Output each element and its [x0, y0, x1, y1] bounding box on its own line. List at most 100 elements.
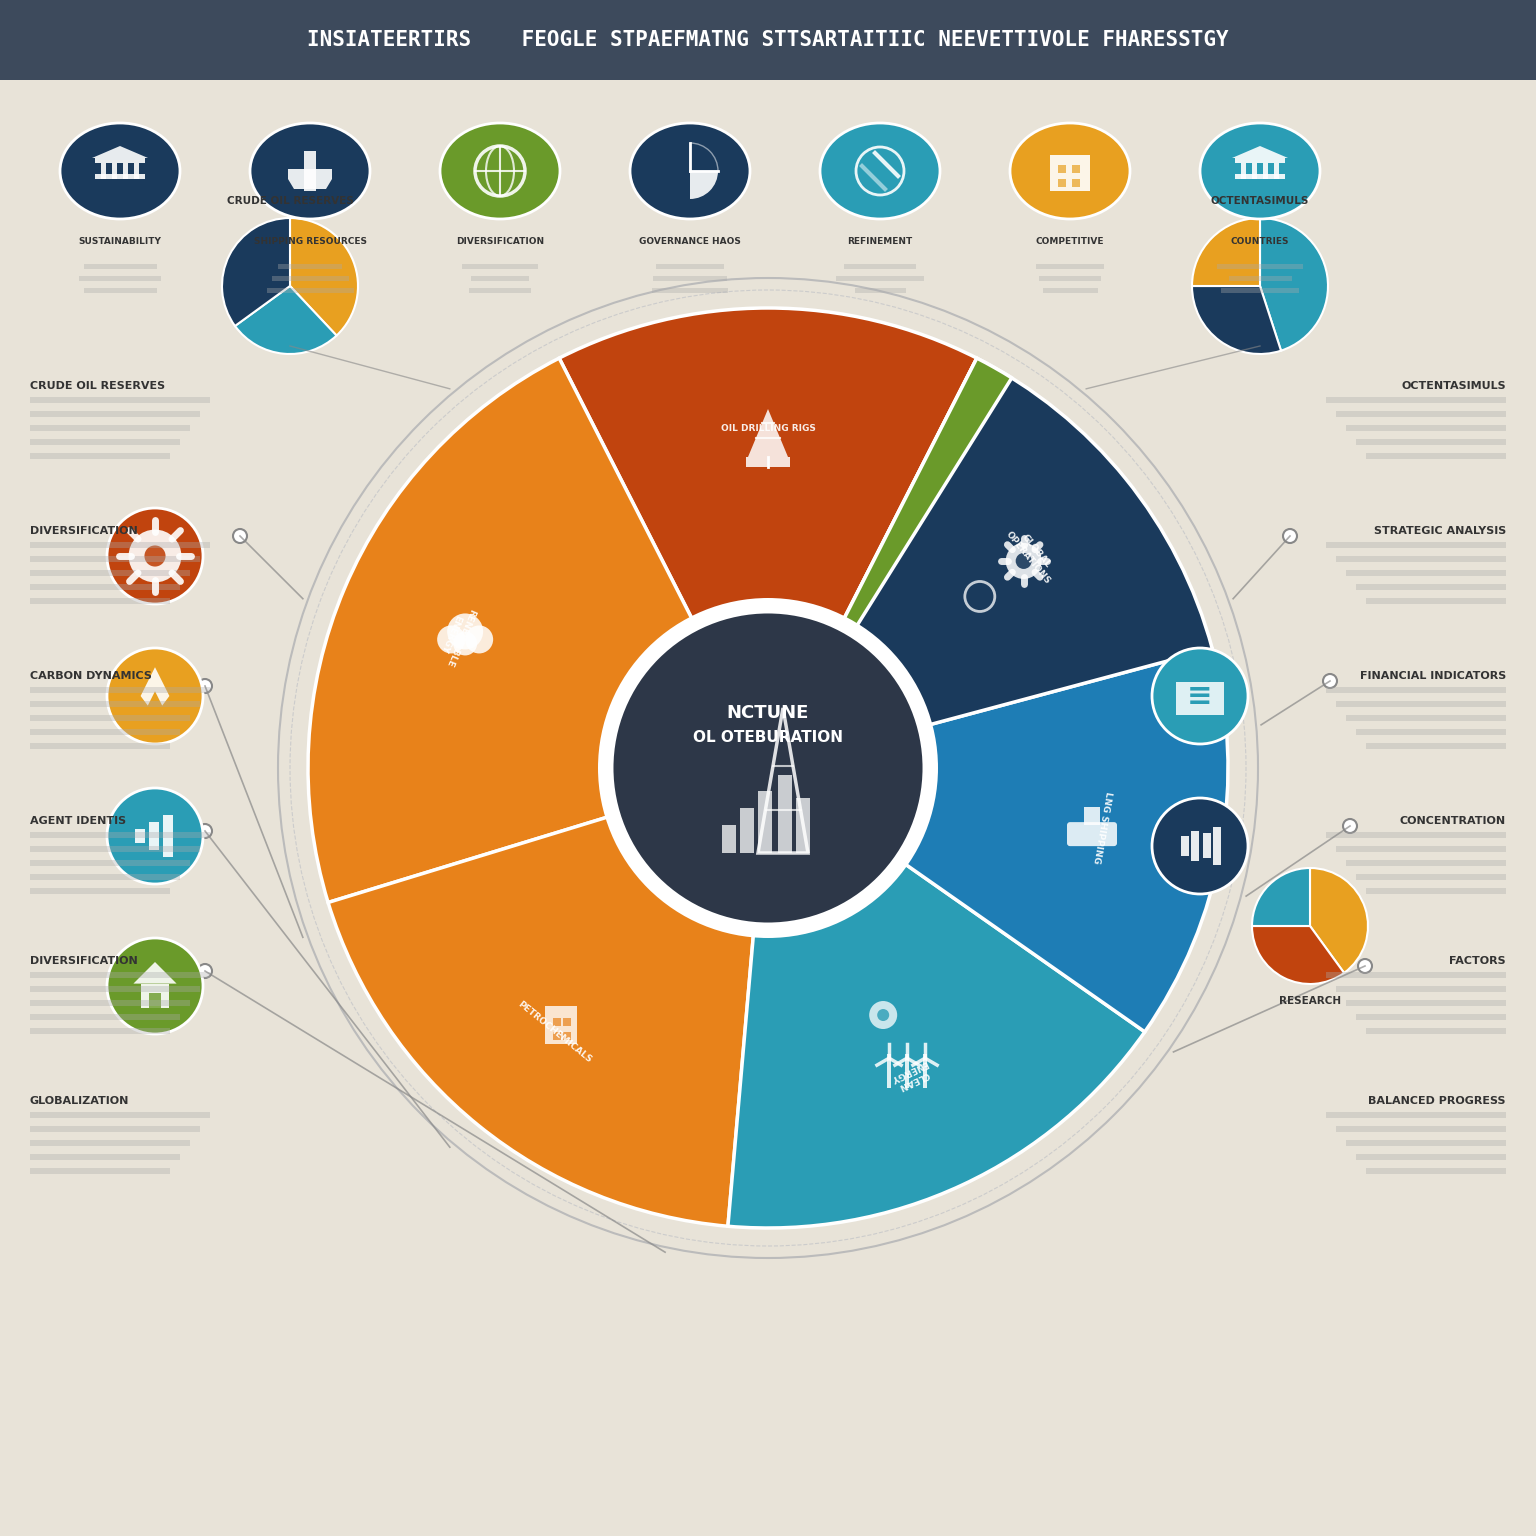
- Text: CONCENTRATION: CONCENTRATION: [1399, 816, 1505, 826]
- Bar: [1177, 682, 1224, 716]
- Bar: [545, 1006, 578, 1043]
- Bar: [1346, 425, 1505, 432]
- Bar: [1366, 1167, 1505, 1174]
- Bar: [31, 412, 200, 416]
- Bar: [1356, 584, 1505, 590]
- Circle shape: [1322, 674, 1336, 688]
- Bar: [1356, 874, 1505, 880]
- Bar: [31, 730, 180, 736]
- Bar: [757, 791, 773, 852]
- Bar: [1273, 163, 1279, 180]
- Polygon shape: [141, 667, 169, 705]
- Text: CARBON DYNAMICS: CARBON DYNAMICS: [31, 671, 152, 680]
- Wedge shape: [1192, 286, 1281, 353]
- Bar: [888, 1054, 891, 1087]
- Circle shape: [438, 625, 465, 653]
- Bar: [31, 1112, 210, 1118]
- Bar: [746, 458, 790, 467]
- Bar: [31, 846, 200, 852]
- Bar: [31, 1014, 180, 1020]
- Bar: [1336, 556, 1505, 562]
- Bar: [923, 1054, 928, 1087]
- Text: GLOBAL
OPERATIONS: GLOBAL OPERATIONS: [1003, 524, 1060, 585]
- Polygon shape: [92, 146, 147, 158]
- Bar: [1252, 163, 1256, 180]
- Text: CLEAN
ENERGY: CLEAN ENERGY: [889, 1058, 934, 1092]
- Bar: [653, 289, 727, 293]
- Text: DIVERSIFICATION: DIVERSIFICATION: [31, 955, 138, 966]
- Bar: [31, 584, 180, 590]
- Wedge shape: [235, 286, 336, 353]
- Bar: [134, 163, 138, 180]
- Bar: [31, 700, 200, 707]
- Text: SHIPPING RESOURCES: SHIPPING RESOURCES: [253, 237, 367, 246]
- Text: FACTORS: FACTORS: [1450, 955, 1505, 966]
- Circle shape: [108, 648, 203, 743]
- Bar: [31, 598, 170, 604]
- Bar: [31, 888, 170, 894]
- Ellipse shape: [1011, 123, 1130, 220]
- Text: INSIATEERTIRS    FEOGLE STPAEFMATNG STTSARTAITIIC NEEVETTIVOLE FHARESSTGY: INSIATEERTIRS FEOGLE STPAEFMATNG STTSART…: [307, 31, 1229, 51]
- Bar: [101, 163, 106, 180]
- Circle shape: [1015, 553, 1032, 568]
- Bar: [31, 1000, 190, 1006]
- Text: BALANCED PROGRESS: BALANCED PROGRESS: [1369, 1097, 1505, 1106]
- Bar: [95, 158, 144, 163]
- Polygon shape: [134, 962, 177, 983]
- Text: OL OTEBURATION: OL OTEBURATION: [693, 731, 843, 745]
- Text: CRUDE OIL RESERVES: CRUDE OIL RESERVES: [227, 197, 353, 206]
- Wedge shape: [897, 648, 1227, 1032]
- Ellipse shape: [250, 123, 370, 220]
- Bar: [553, 1018, 561, 1026]
- Bar: [31, 972, 210, 978]
- Bar: [1356, 439, 1505, 445]
- Bar: [1346, 1000, 1505, 1006]
- Wedge shape: [728, 859, 1144, 1227]
- Bar: [1366, 888, 1505, 894]
- Circle shape: [1283, 528, 1296, 544]
- Bar: [740, 808, 754, 852]
- Circle shape: [447, 613, 484, 650]
- Bar: [1346, 714, 1505, 720]
- Bar: [112, 163, 117, 180]
- Bar: [1241, 163, 1246, 180]
- Bar: [564, 1018, 571, 1026]
- Bar: [1058, 180, 1066, 187]
- Wedge shape: [223, 218, 290, 326]
- Text: ≡: ≡: [1187, 682, 1213, 711]
- Circle shape: [108, 938, 203, 1034]
- Bar: [459, 264, 541, 269]
- Bar: [1336, 1126, 1505, 1132]
- Bar: [284, 289, 336, 293]
- Wedge shape: [329, 814, 754, 1226]
- Bar: [1233, 264, 1287, 269]
- Text: COUNTRIES: COUNTRIES: [1230, 237, 1289, 246]
- Wedge shape: [1260, 218, 1329, 350]
- Bar: [1190, 831, 1200, 862]
- Bar: [75, 289, 164, 293]
- Circle shape: [1342, 819, 1356, 833]
- Bar: [1326, 396, 1505, 402]
- Bar: [1336, 412, 1505, 416]
- Bar: [163, 816, 174, 857]
- Circle shape: [144, 545, 166, 567]
- Circle shape: [1006, 542, 1041, 579]
- Bar: [1263, 163, 1269, 180]
- Bar: [1346, 860, 1505, 866]
- Text: RENEWABLE
ENERGY: RENEWABLE ENERGY: [435, 604, 476, 668]
- Bar: [31, 687, 210, 693]
- Text: PETROCHEMICALS: PETROCHEMICALS: [516, 998, 593, 1064]
- Bar: [31, 425, 190, 432]
- Circle shape: [453, 631, 478, 656]
- Bar: [1366, 743, 1505, 750]
- Polygon shape: [748, 409, 788, 458]
- Ellipse shape: [60, 123, 180, 220]
- Bar: [31, 874, 180, 880]
- Bar: [722, 825, 736, 852]
- Bar: [1336, 986, 1505, 992]
- Text: LNG SHIPPING: LNG SHIPPING: [1091, 790, 1112, 863]
- Wedge shape: [1252, 926, 1344, 985]
- Bar: [553, 1032, 561, 1040]
- Bar: [1326, 687, 1505, 693]
- Bar: [135, 829, 144, 843]
